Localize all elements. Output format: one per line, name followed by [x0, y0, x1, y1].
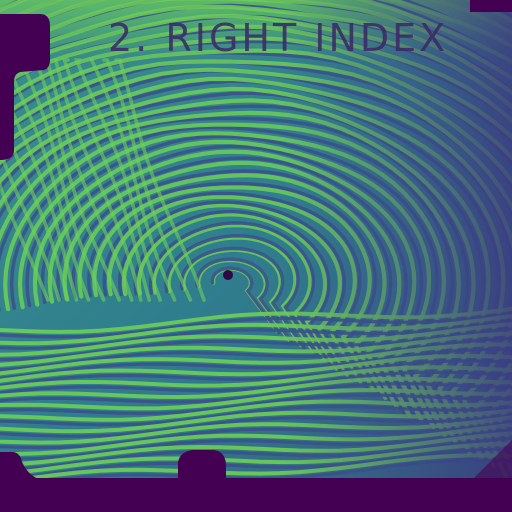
left-top-tab: [0, 14, 50, 160]
right-top-edge: [470, 0, 512, 12]
bottom-notch: [178, 450, 226, 482]
core-marker: [223, 270, 233, 280]
bottom-edge: [0, 452, 512, 512]
